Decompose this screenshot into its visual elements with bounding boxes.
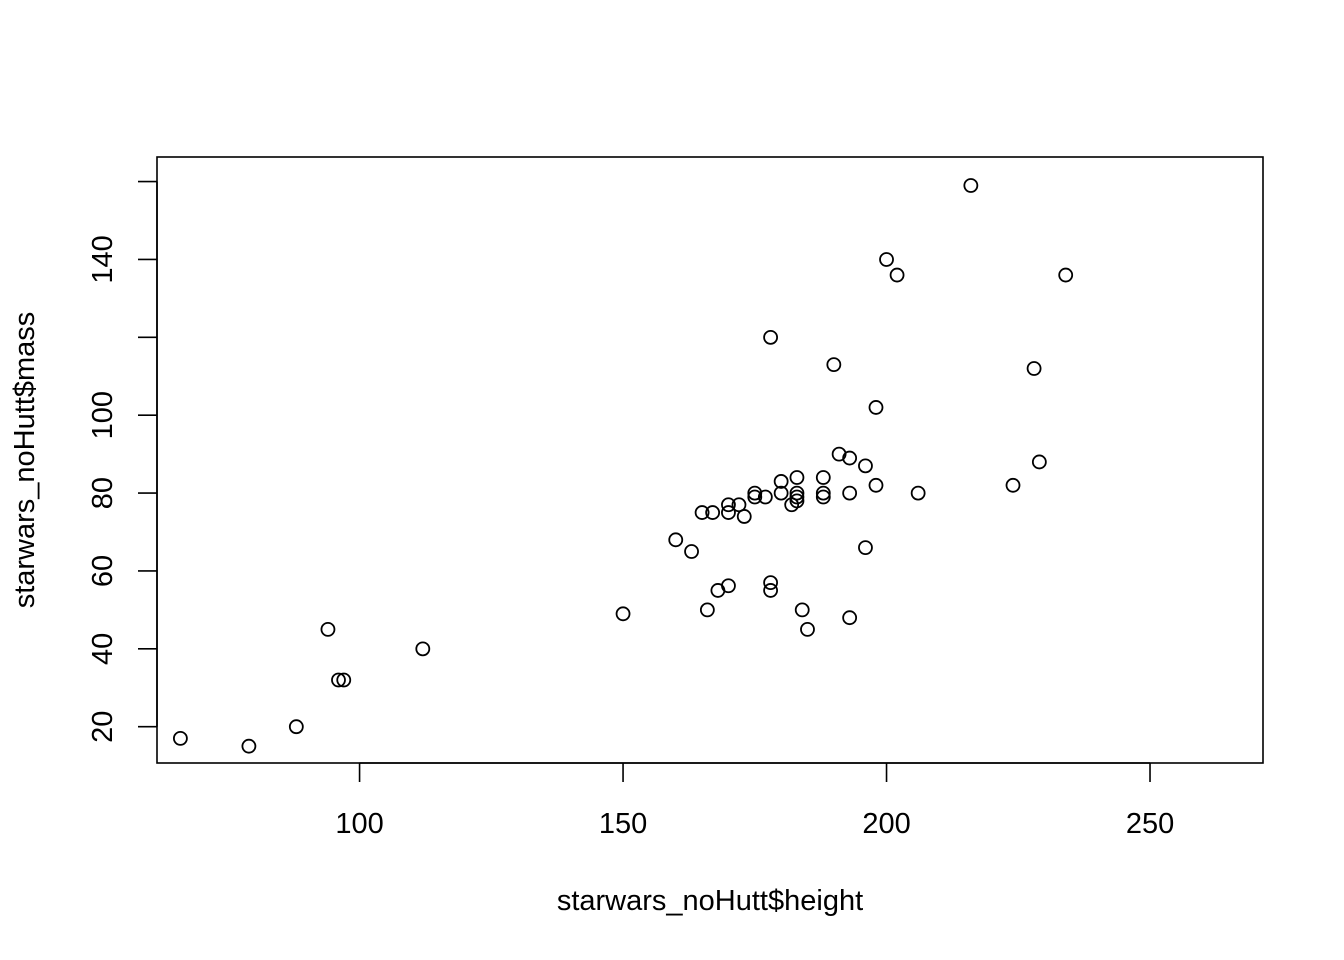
y-tick-label: 140 — [87, 235, 119, 283]
data-point — [1058, 267, 1074, 283]
data-point — [172, 730, 188, 746]
data-point — [241, 738, 257, 754]
data-point — [794, 602, 810, 618]
data-point — [910, 485, 926, 501]
data-point — [721, 497, 736, 513]
data-point — [789, 489, 805, 505]
data-point — [721, 578, 736, 594]
y-axis: 20 40 60 80 100 140 — [87, 180, 158, 743]
data-point — [615, 606, 631, 622]
y-axis-label: starwars_noHutt$mass — [9, 312, 41, 609]
data-point — [684, 544, 699, 559]
data-point — [842, 485, 858, 501]
data-point — [815, 489, 831, 505]
data-point — [815, 470, 831, 485]
data-point — [331, 672, 346, 688]
data-point — [868, 477, 884, 493]
data-point — [800, 621, 815, 637]
data-point — [336, 672, 352, 688]
x-axis: 100 150 200 250 — [335, 762, 1174, 840]
data-point — [1031, 454, 1047, 470]
data-point — [763, 583, 779, 598]
x-tick-label: 200 — [862, 808, 910, 840]
data-point — [773, 485, 789, 501]
x-tick-label: 100 — [335, 808, 383, 840]
data-point — [736, 509, 752, 524]
data-point — [789, 485, 805, 501]
y-tick-label: 40 — [87, 633, 119, 665]
data-point — [699, 602, 715, 618]
x-axis-label: starwars_noHutt$height — [557, 885, 863, 917]
data-point — [288, 719, 304, 735]
data-points — [172, 178, 1074, 754]
y-tick-label: 60 — [87, 555, 119, 587]
y-tick-label: 80 — [87, 477, 119, 509]
x-tick-label: 150 — [599, 808, 647, 840]
data-point — [789, 470, 805, 485]
data-point — [889, 267, 905, 283]
data-point — [858, 458, 873, 474]
y-tick-label: 20 — [87, 711, 119, 743]
data-point — [320, 621, 336, 637]
data-point — [763, 329, 779, 345]
data-point — [1026, 361, 1042, 376]
data-point — [826, 357, 842, 373]
data-point — [721, 505, 736, 520]
data-point — [858, 540, 873, 556]
data-point — [763, 575, 779, 591]
plot-frame — [156, 156, 1264, 764]
data-point — [747, 489, 763, 505]
data-point — [773, 474, 789, 489]
data-point — [1005, 477, 1021, 493]
data-point — [842, 610, 858, 626]
data-point — [668, 532, 684, 548]
data-point — [415, 641, 431, 657]
data-point — [815, 485, 831, 501]
data-point — [757, 489, 773, 505]
x-tick-label: 250 — [1126, 808, 1174, 840]
data-point — [842, 450, 858, 466]
data-point — [963, 178, 979, 193]
data-point — [879, 252, 894, 267]
data-point — [705, 505, 721, 520]
y-tick-label: 100 — [87, 391, 119, 439]
data-point — [694, 505, 710, 520]
data-point — [789, 493, 805, 509]
data-point — [868, 400, 884, 415]
